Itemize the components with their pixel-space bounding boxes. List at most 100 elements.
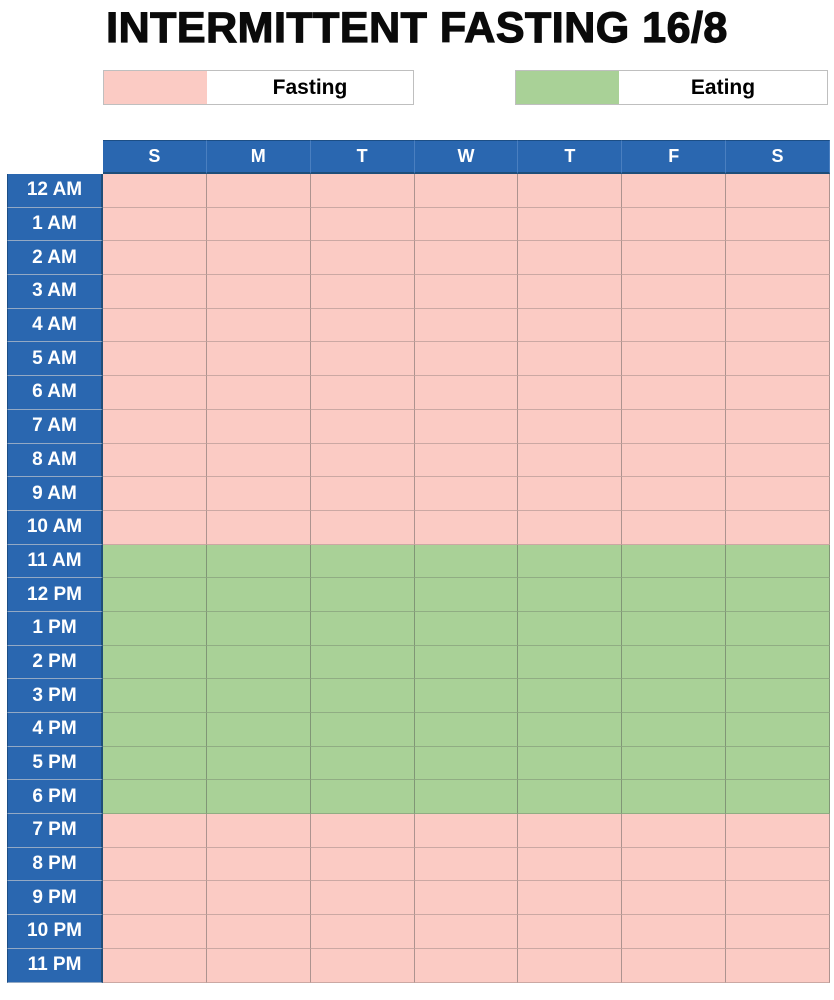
schedule-cell-10-pm-col2 <box>310 915 415 949</box>
schedule-cell-9-am-col6 <box>726 477 830 511</box>
schedule-cell-4-am-col5 <box>622 308 727 343</box>
schedule-cell-6-am-col1 <box>206 376 311 410</box>
schedule-cell-9-am-col2 <box>310 477 415 511</box>
day-header-1-m: M <box>206 140 311 174</box>
schedule-cell-8-pm-col5 <box>622 847 727 882</box>
schedule-cell-1-pm-col6 <box>726 611 830 646</box>
schedule-cell-9-pm-col1 <box>206 881 311 916</box>
schedule-cell-7-pm-col0 <box>103 814 207 848</box>
schedule-cell-8-pm-col3 <box>414 847 519 882</box>
schedule-cell-10-am-col4 <box>518 510 623 545</box>
schedule-cell-5-am-col2 <box>310 342 415 377</box>
schedule-cell-9-pm-col4 <box>518 881 623 916</box>
schedule-cell-12-am-col3 <box>414 174 519 208</box>
schedule-cell-3-pm-col2 <box>310 679 415 713</box>
schedule-cell-12-pm-col6 <box>726 578 830 612</box>
schedule-cell-8-am-col3 <box>414 443 519 478</box>
schedule-cell-5-am-col4 <box>518 342 623 377</box>
hour-label-5-pm: 5 PM <box>7 746 103 781</box>
schedule-cell-7-pm-col2 <box>310 814 415 848</box>
schedule-cell-12-am-col6 <box>726 174 830 208</box>
schedule-cell-2-pm-col5 <box>622 645 727 680</box>
schedule-cell-1-pm-col4 <box>518 611 623 646</box>
schedule-cell-7-pm-col5 <box>622 814 727 848</box>
schedule-cell-4-pm-col6 <box>726 713 830 747</box>
schedule-cell-9-pm-col2 <box>310 881 415 916</box>
schedule-cell-4-am-col0 <box>103 308 207 343</box>
schedule-cell-11-pm-col0 <box>103 948 207 983</box>
schedule-cell-3-pm-col3 <box>414 679 519 713</box>
schedule-cell-1-am-col5 <box>622 207 727 242</box>
schedule-cell-12-am-col4 <box>518 174 623 208</box>
corner-cell <box>7 140 103 174</box>
schedule-cell-7-am-col0 <box>103 409 207 444</box>
schedule-cell-2-am-col3 <box>414 241 519 276</box>
hour-label-9-am: 9 AM <box>7 477 103 511</box>
schedule-cell-10-am-col1 <box>206 510 311 545</box>
schedule-cell-6-am-col2 <box>310 376 415 410</box>
schedule-cell-10-pm-col5 <box>622 915 727 949</box>
schedule-cell-8-pm-col4 <box>518 847 623 882</box>
schedule-cell-9-am-col3 <box>414 477 519 511</box>
schedule-cell-5-am-col3 <box>414 342 519 377</box>
hour-label-11-am: 11 AM <box>7 544 103 579</box>
schedule-cell-12-pm-col1 <box>206 578 311 612</box>
schedule-cell-6-pm-col1 <box>206 780 311 815</box>
schedule-cell-8-pm-col2 <box>310 847 415 882</box>
day-header-0-s: S <box>103 140 207 174</box>
schedule-cell-6-pm-col2 <box>310 780 415 815</box>
day-header-4-t: T <box>518 140 623 174</box>
day-header-3-w: W <box>414 140 519 174</box>
schedule-cell-9-pm-col5 <box>622 881 727 916</box>
schedule-cell-3-pm-col6 <box>726 679 830 713</box>
hour-label-1-am: 1 AM <box>7 207 103 242</box>
schedule-cell-3-am-col5 <box>622 275 727 309</box>
hour-label-9-pm: 9 PM <box>7 881 103 916</box>
schedule-cell-1-pm-col0 <box>103 611 207 646</box>
schedule-cell-10-pm-col4 <box>518 915 623 949</box>
schedule-cell-1-pm-col2 <box>310 611 415 646</box>
schedule-cell-8-pm-col6 <box>726 847 830 882</box>
schedule-cell-7-pm-col4 <box>518 814 623 848</box>
schedule-cell-4-am-col4 <box>518 308 623 343</box>
schedule-cell-6-pm-col6 <box>726 780 830 815</box>
schedule-cell-11-am-col0 <box>103 544 207 579</box>
hour-label-2-pm: 2 PM <box>7 645 103 680</box>
hour-label-10-pm: 10 PM <box>7 915 103 949</box>
schedule-cell-2-am-col5 <box>622 241 727 276</box>
schedule-cell-3-am-col6 <box>726 275 830 309</box>
schedule-cell-8-pm-col1 <box>206 847 311 882</box>
schedule-cell-1-am-col2 <box>310 207 415 242</box>
hour-label-2-am: 2 AM <box>7 241 103 276</box>
schedule-cell-6-am-col3 <box>414 376 519 410</box>
schedule-cell-3-am-col0 <box>103 275 207 309</box>
schedule-cell-1-am-col3 <box>414 207 519 242</box>
hour-label-5-am: 5 AM <box>7 342 103 377</box>
schedule-cell-4-pm-col3 <box>414 713 519 747</box>
schedule-cell-1-pm-col1 <box>206 611 311 646</box>
schedule-cell-4-am-col2 <box>310 308 415 343</box>
schedule-cell-11-am-col6 <box>726 544 830 579</box>
legend-item-eating: Eating <box>515 70 828 105</box>
hour-label-10-am: 10 AM <box>7 510 103 545</box>
hour-label-4-pm: 4 PM <box>7 713 103 747</box>
schedule-cell-1-pm-col5 <box>622 611 727 646</box>
schedule-cell-10-am-col2 <box>310 510 415 545</box>
schedule-cell-2-pm-col6 <box>726 645 830 680</box>
schedule-cell-6-pm-col4 <box>518 780 623 815</box>
schedule-cell-7-am-col1 <box>206 409 311 444</box>
schedule-cell-1-am-col4 <box>518 207 623 242</box>
schedule-cell-11-pm-col3 <box>414 948 519 983</box>
schedule-cell-11-am-col4 <box>518 544 623 579</box>
schedule-cell-2-am-col4 <box>518 241 623 276</box>
schedule-grid: S M T W T F S 12 AM 1 AM 2 AM 3 AM 4 AM 5 AM 6 AM 7 AM… <box>7 140 830 983</box>
schedule-cell-5-am-col6 <box>726 342 830 377</box>
schedule-cell-3-pm-col0 <box>103 679 207 713</box>
day-header-6-s: S <box>726 140 830 174</box>
schedule-cell-6-pm-col5 <box>622 780 727 815</box>
schedule-cell-7-am-col4 <box>518 409 623 444</box>
schedule-cell-6-pm-col0 <box>103 780 207 815</box>
schedule-cell-3-am-col3 <box>414 275 519 309</box>
schedule-cell-1-am-col0 <box>103 207 207 242</box>
